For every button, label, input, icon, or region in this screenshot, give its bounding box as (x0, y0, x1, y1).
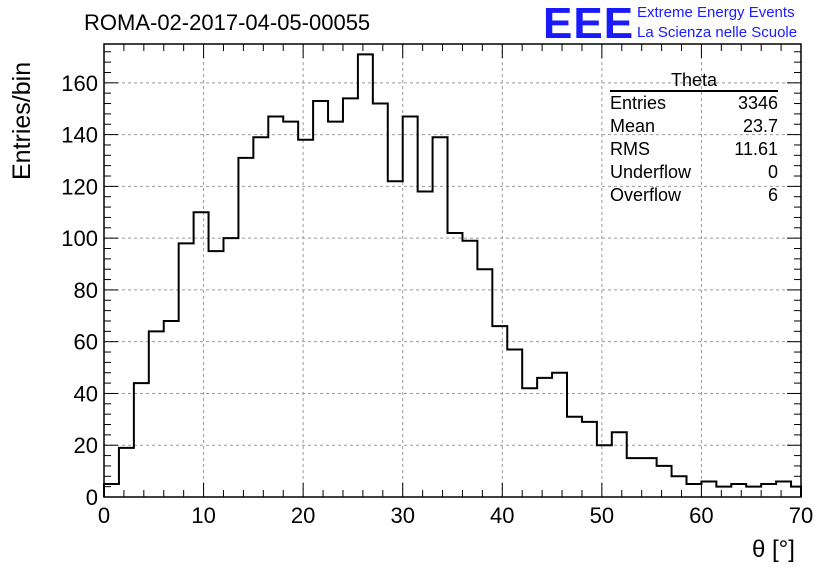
histogram-bin (104, 484, 119, 497)
histogram-bin (522, 388, 537, 497)
histogram-bin (552, 373, 567, 497)
chart-title: ROMA-02-2017-04-05-00055 (84, 10, 371, 35)
stats-label: Overflow (610, 185, 682, 205)
y-tick-label: 40 (74, 381, 98, 406)
stats-value: 23.7 (742, 116, 778, 136)
histogram-bin (746, 487, 761, 497)
histogram-bin (403, 116, 418, 497)
histogram-bin (194, 212, 209, 497)
y-tick-label: 60 (74, 330, 98, 355)
x-axis-label: θ [°] (752, 536, 795, 563)
histogram-bin (283, 122, 298, 497)
histogram-bin (672, 476, 687, 497)
logo-text: Extreme Energy Events La Scienza nelle S… (637, 3, 797, 43)
stats-value: 6 (767, 185, 778, 205)
y-tick-label: 20 (74, 433, 98, 458)
histogram-bin (492, 326, 507, 497)
x-tick-label: 50 (590, 503, 614, 528)
histogram-bin (268, 116, 283, 497)
histogram-bin (373, 104, 388, 497)
y-tick-label: 100 (61, 226, 98, 251)
histogram-bin (791, 487, 801, 497)
stats-row-rms: RMS 11.61 (610, 138, 778, 161)
histogram-bin (776, 481, 791, 497)
x-tick-label: 10 (191, 503, 215, 528)
stats-label: Underflow (610, 162, 692, 182)
stats-row-entries: Entries 3346 (610, 92, 778, 115)
stats-row-mean: Mean 23.7 (610, 115, 778, 138)
y-tick-label: 120 (61, 174, 98, 199)
histogram-bin (686, 484, 701, 497)
histogram-bin (209, 251, 224, 497)
x-tick-label: 70 (789, 503, 813, 528)
histogram-bin (149, 331, 164, 497)
logo-line-1: Extreme Energy Events (637, 4, 795, 21)
histogram-bin (328, 122, 343, 497)
histogram-bin (507, 349, 522, 497)
histogram-bin (642, 458, 657, 497)
histogram-bin (657, 466, 672, 497)
x-tick-label: 40 (490, 503, 514, 528)
histogram-bin (433, 137, 448, 497)
histogram-bin (477, 269, 492, 497)
x-tick-label: 20 (291, 503, 315, 528)
histogram-bin (462, 241, 477, 497)
stats-label: Entries (610, 93, 667, 113)
stats-title: Theta (610, 70, 778, 92)
histogram-bin (388, 181, 403, 497)
histogram-bin (164, 321, 179, 497)
stats-label: RMS (610, 139, 650, 159)
histogram-bin (418, 192, 433, 497)
histogram-bin (731, 484, 746, 497)
histogram-bin (627, 458, 642, 497)
x-tick-label: 30 (390, 503, 414, 528)
eee-logo: EEE (543, 0, 635, 48)
histogram-bin (567, 417, 582, 497)
histogram-bin (179, 243, 194, 497)
histogram-bin (134, 383, 149, 497)
stats-value: 0 (767, 162, 778, 182)
histogram-bin (761, 484, 776, 497)
y-axis-label: Entries/bin (8, 61, 36, 180)
logo-line-2: La Scienza nelle Scuole (637, 24, 798, 41)
histogram-bin (358, 54, 373, 497)
histogram-bin (448, 233, 463, 497)
x-tick-label: 60 (689, 503, 713, 528)
stats-value: 3346 (737, 93, 778, 113)
histogram-bin (119, 448, 134, 497)
plot-frame (103, 43, 802, 498)
stats-value: 11.61 (734, 139, 778, 159)
histogram-bin (716, 487, 731, 497)
stats-row-underflow: Underflow 0 (610, 161, 778, 184)
y-tick-label: 160 (61, 71, 98, 96)
x-tick-label: 0 (98, 503, 110, 528)
histogram-bin (612, 432, 627, 497)
histogram-bin (313, 101, 328, 497)
histogram-bin (238, 158, 253, 497)
y-tick-label: 0 (86, 485, 98, 510)
histogram-bin (343, 98, 358, 497)
y-tick-label: 140 (61, 123, 98, 148)
histogram-bin (223, 238, 238, 497)
stats-row-overflow: Overflow 6 (610, 184, 778, 207)
histogram-bin (298, 140, 313, 497)
histogram-bin (597, 445, 612, 497)
y-tick-label: 80 (74, 278, 98, 303)
histogram-bin (537, 378, 552, 497)
stats-label: Mean (610, 116, 656, 136)
stats-box: Theta Entries 3346 Mean 23.7 RMS 11.61 Unde… (610, 70, 778, 207)
histogram-bin (253, 137, 268, 497)
histogram-bin (582, 422, 597, 497)
histogram-series (103, 53, 802, 497)
histogram-bin (701, 481, 716, 497)
